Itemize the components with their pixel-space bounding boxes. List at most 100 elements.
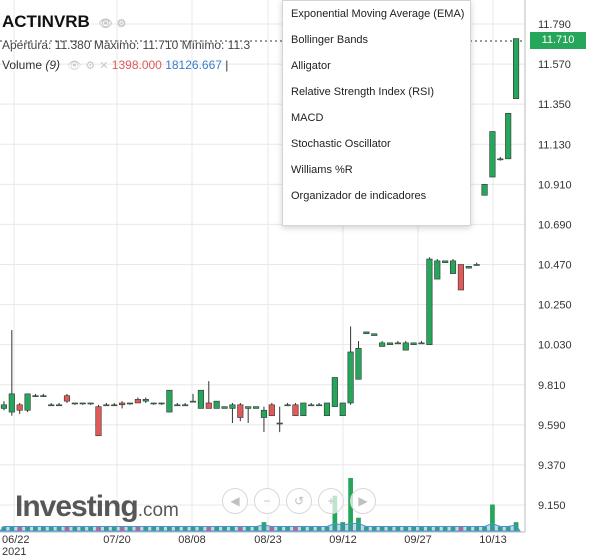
candle-body (32, 395, 39, 397)
volume-bar (497, 526, 503, 531)
candle-body (253, 406, 260, 409)
candle-body (221, 406, 228, 409)
volume-bar (324, 526, 330, 531)
candle-body (119, 402, 126, 406)
volume-bar (40, 526, 46, 531)
volume-bar (111, 526, 117, 531)
candle-body (24, 393, 31, 411)
volume-bar (64, 526, 70, 531)
volume-bar (458, 526, 464, 531)
gear-icon[interactable]: ⚙ (116, 18, 127, 30)
volume-bar (434, 526, 440, 531)
volume-bar (395, 526, 401, 531)
volume-bar (293, 526, 298, 531)
candle-body (213, 400, 220, 409)
candle-body (505, 112, 512, 160)
x-tick-label: 10/13 (479, 534, 507, 546)
candle-body (449, 260, 457, 274)
y-tick-label: 10.250 (538, 300, 572, 312)
volume-bar (427, 526, 432, 531)
menu-item-alligator[interactable]: Alligator (291, 60, 331, 72)
candle-body (245, 406, 252, 409)
volume-bar (9, 526, 15, 531)
candle-body (8, 393, 15, 413)
volume-bar (230, 526, 235, 531)
y-tick-label: 10.030 (538, 340, 572, 352)
volume-bar (300, 526, 306, 531)
candle-body (316, 404, 323, 407)
volume-bar (214, 526, 220, 531)
gear-icon[interactable]: ⚙ (85, 60, 96, 72)
menu-item-bollinger-bands[interactable]: Bollinger Bands (291, 34, 369, 46)
chart-controls: ◀ − ↺ + ▶ (222, 488, 376, 514)
candle-body (16, 404, 23, 411)
volume-bar (364, 526, 369, 531)
candle-body (56, 404, 63, 407)
menu-item-ema[interactable]: Exponential Moving Average (EMA) (291, 8, 465, 20)
scroll-left-icon[interactable]: ◀ (222, 488, 248, 514)
last-price-tag: 11.710 (530, 32, 586, 49)
volume-area (0, 478, 521, 532)
volume-bar (379, 526, 385, 531)
zoom-out-icon[interactable]: − (254, 488, 280, 514)
symbol-name: ACTINVRB (2, 12, 90, 31)
volume-bar (56, 526, 62, 531)
candle-body (63, 395, 71, 402)
x-tick-label: 09/12 (329, 534, 357, 546)
candle-body (150, 402, 157, 405)
candle-body (513, 38, 520, 100)
volume-bar (151, 526, 156, 531)
y-tick-label: 9.370 (538, 460, 566, 472)
candle-body (40, 395, 47, 397)
volume-bar (104, 526, 109, 531)
y-tick-label: 10.910 (538, 179, 572, 191)
x-tick-label: 09/27 (404, 534, 432, 546)
volume-bar (198, 526, 204, 531)
volume-period: (9) (45, 58, 61, 72)
menu-item-stochastic[interactable]: Stochastic Oscillator (291, 138, 391, 150)
y-tick-label: 9.590 (538, 420, 566, 432)
menu-item-williams-r[interactable]: Williams %R (291, 164, 353, 176)
volume-bar (127, 526, 133, 531)
candle-body (434, 260, 441, 280)
candle-body (260, 409, 267, 418)
eye-icon[interactable]: 👁 (98, 18, 113, 30)
volume-bar (143, 526, 149, 531)
candle-body (182, 404, 189, 407)
volume-bar (316, 526, 322, 531)
volume-bar (505, 526, 511, 531)
candle-body (418, 342, 425, 345)
scroll-right-icon[interactable]: ▶ (350, 488, 376, 514)
eye-icon[interactable]: 👁 (67, 60, 82, 72)
candle-body (457, 264, 464, 291)
candle-body (331, 377, 338, 407)
volume-bar (174, 526, 180, 531)
ohlc-values: Apertura: 11.380 Máximo: 11.710 Mínimo: … (2, 38, 251, 52)
x-tick-label: 08/08 (178, 534, 206, 546)
candle-body (229, 404, 236, 409)
volume-bar (159, 526, 164, 531)
candle-body (205, 402, 212, 409)
reset-zoom-icon[interactable]: ↺ (286, 488, 312, 514)
volume-bar (167, 526, 172, 531)
y-tick-label: 10.470 (538, 260, 572, 272)
volume-ma-value: 18126.667 (165, 58, 222, 72)
volume-bar (387, 526, 393, 531)
logo-name: Investing (15, 490, 139, 523)
zoom-in-icon[interactable]: + (318, 488, 344, 514)
menu-item-rsi[interactable]: Relative Strength Index (RSI) (291, 86, 435, 98)
close-icon[interactable]: ✕ (99, 60, 109, 72)
candle-body (126, 402, 134, 405)
volume-bar (237, 526, 243, 531)
volume-bar (135, 526, 141, 531)
volume-bar (48, 526, 54, 531)
volume-bar (442, 526, 448, 531)
x-tick-label: 06/22 2021 (2, 534, 30, 558)
candle-body (166, 389, 173, 413)
menu-item-macd[interactable]: MACD (291, 112, 324, 124)
logo-suffix: .com (137, 500, 179, 521)
x-axis-ticks: 06/22 2021 07/20 08/08 08/23 09/12 09/27 10/13 (2, 534, 507, 558)
volume-bar (308, 526, 314, 531)
volume-bar (490, 504, 495, 531)
menu-item-indicator-organizer[interactable]: Organizador de indicadores (291, 190, 427, 202)
